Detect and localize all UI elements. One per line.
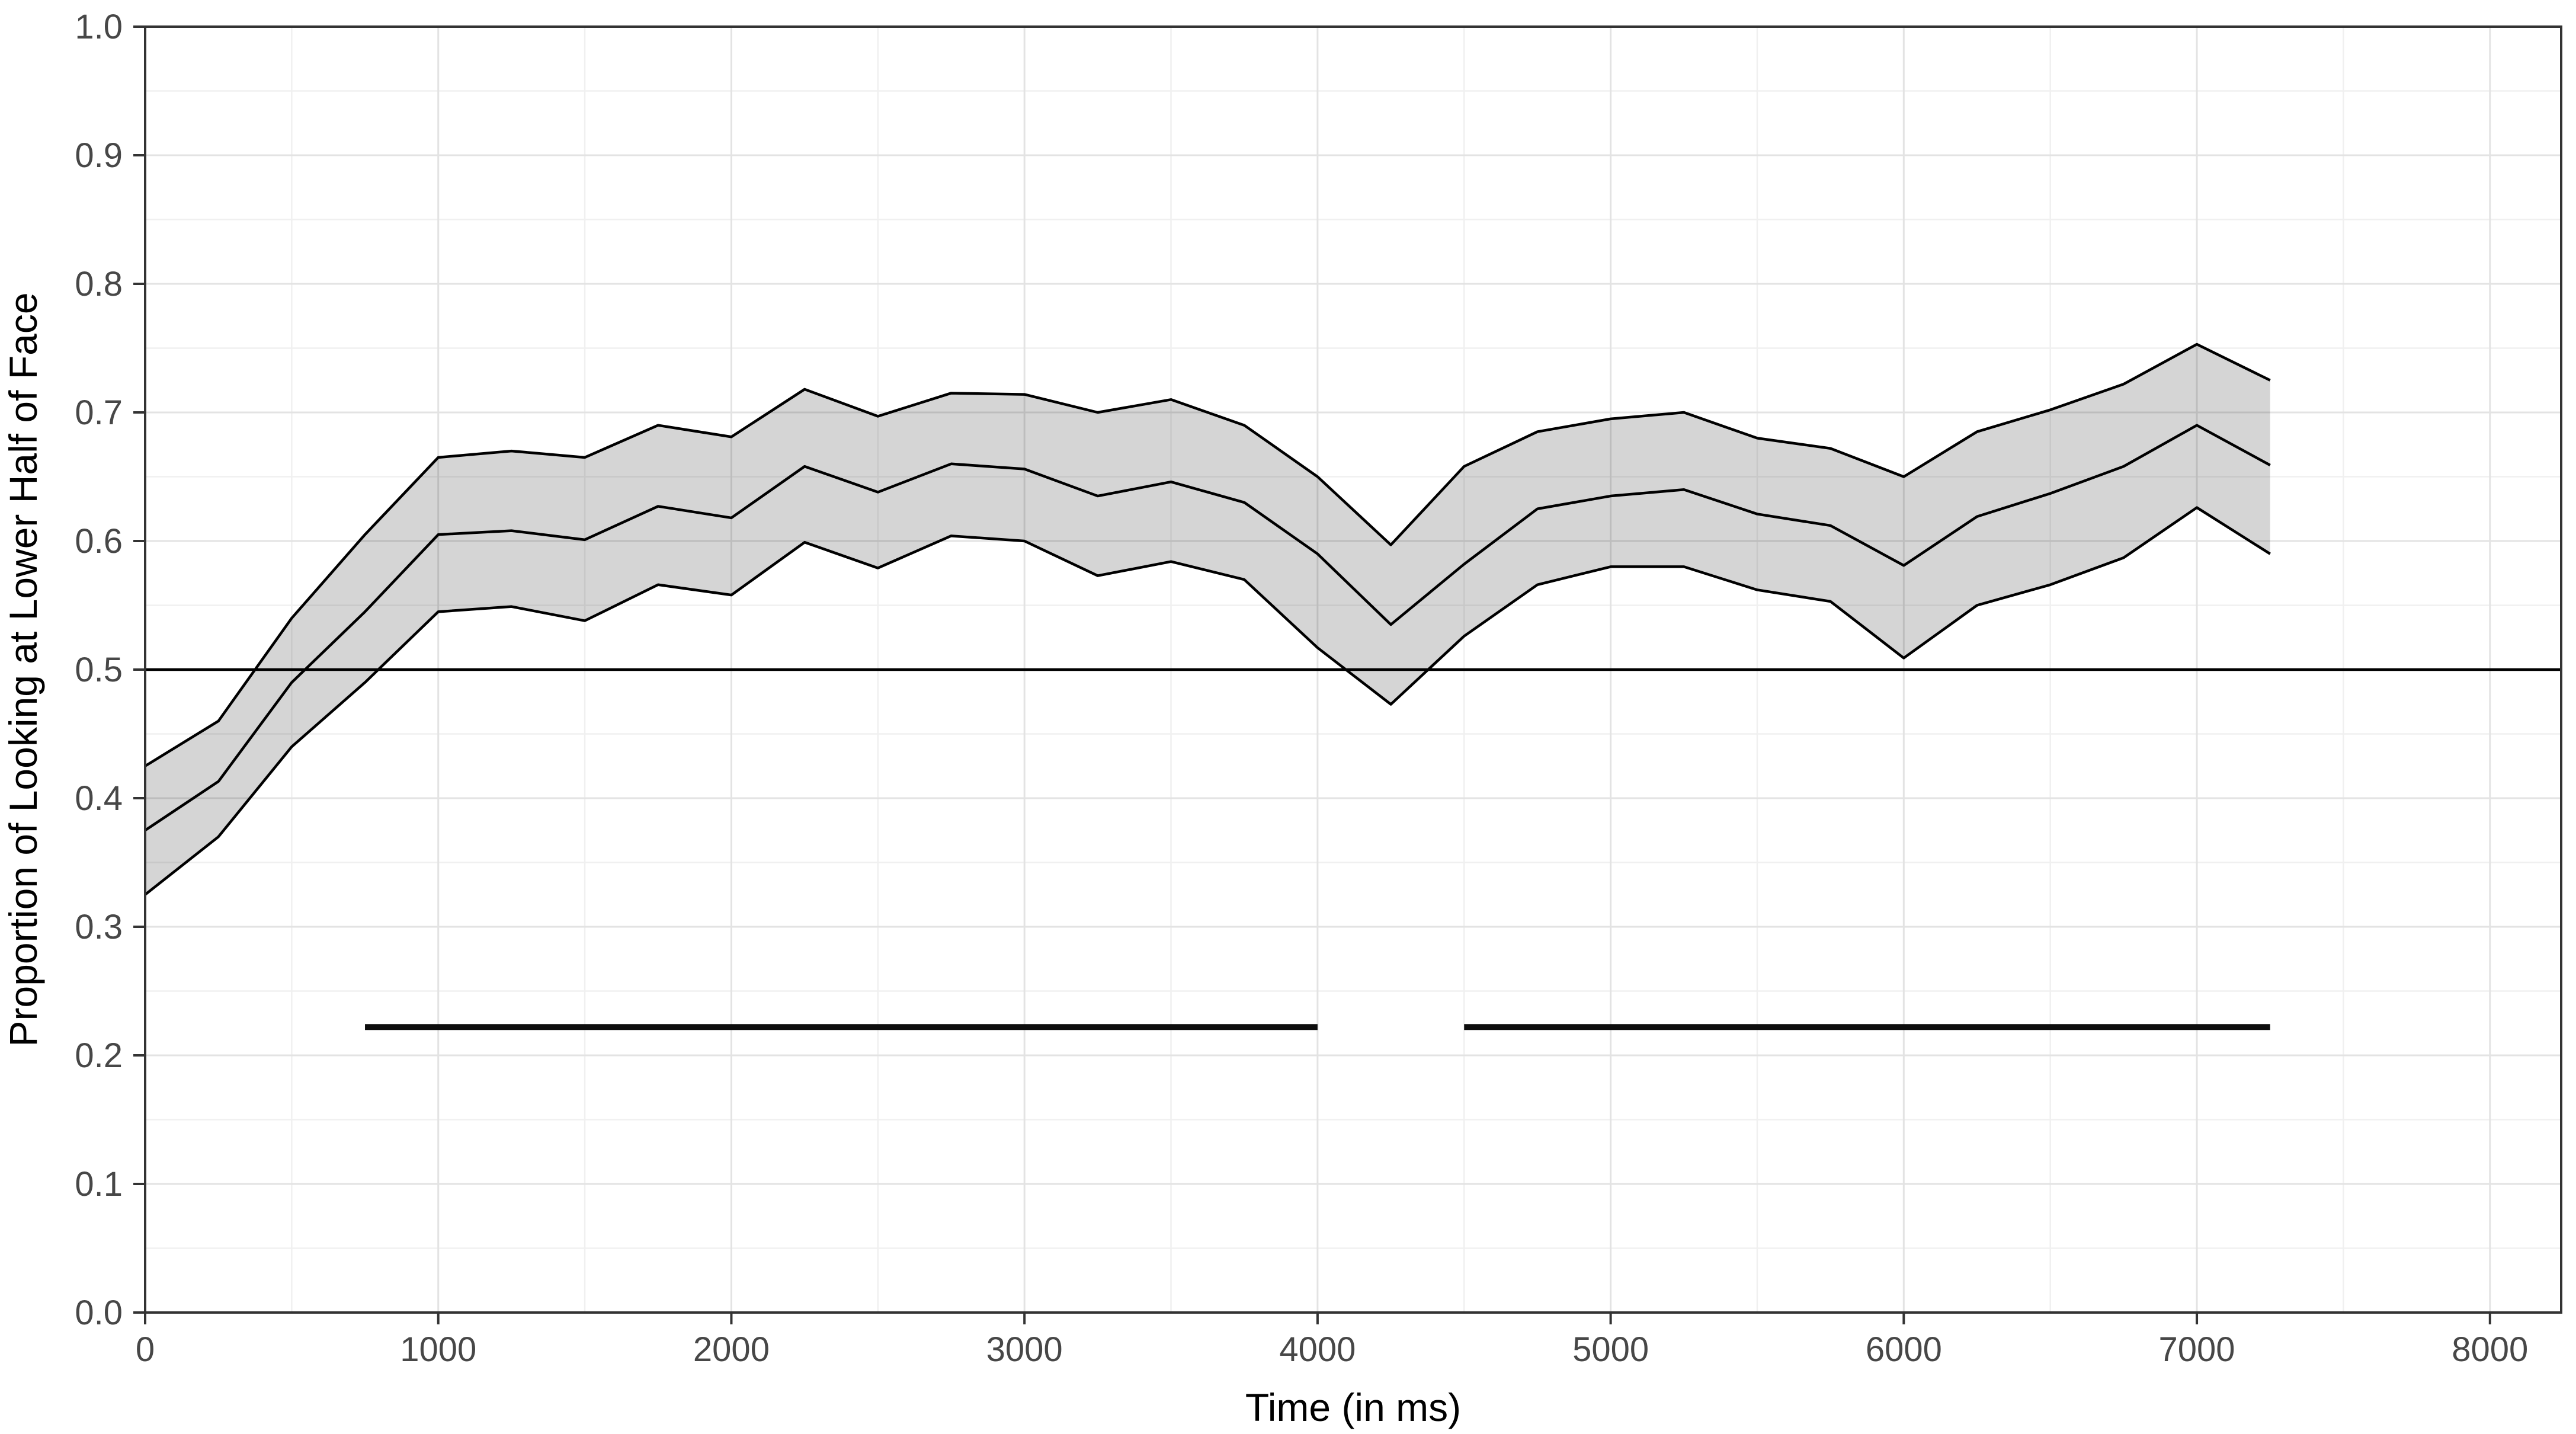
y-axis-title: Proportion of Looking at Lower Half of F…: [1, 292, 45, 1046]
x-axis-title: Time (in ms): [1245, 1385, 1461, 1429]
y-tick-label: 0.0: [75, 1294, 123, 1332]
y-tick-label: 0.6: [75, 522, 123, 561]
confidence-ribbon: [145, 344, 2270, 895]
x-tick-label: 3000: [986, 1330, 1063, 1369]
y-tick-label: 0.5: [75, 651, 123, 689]
y-tick-label: 0.3: [75, 908, 123, 946]
y-tick-label: 0.8: [75, 265, 123, 303]
y-tick-label: 0.9: [75, 136, 123, 175]
y-tick-label: 0.7: [75, 393, 123, 432]
lower-ci-line: [144, 506, 2271, 896]
x-tick-label: 4000: [1279, 1330, 1356, 1369]
y-tick-label: 0.1: [75, 1165, 123, 1203]
x-tick-label: 6000: [1866, 1330, 1942, 1369]
y-tick-label: 1.0: [75, 8, 123, 46]
upper-ci-line: [144, 343, 2271, 767]
x-tick-label: 2000: [693, 1330, 770, 1369]
y-tick-label: 0.2: [75, 1036, 123, 1075]
x-tick-label: 8000: [2452, 1330, 2528, 1369]
y-tick-label: 0.4: [75, 779, 123, 818]
x-tick-label: 5000: [1572, 1330, 1649, 1369]
x-tick-label: 1000: [400, 1330, 476, 1369]
x-tick-label: 0: [136, 1330, 155, 1369]
x-tick-label: 7000: [2159, 1330, 2235, 1369]
mean-line: [144, 424, 2271, 832]
